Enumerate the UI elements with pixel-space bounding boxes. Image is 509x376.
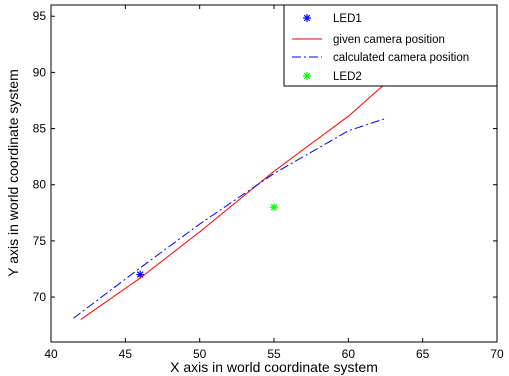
x-tick-label: 50 xyxy=(193,347,207,361)
axis-ticks: 40 45 50 55 60 65 70 70 75 80 85 90 95 xyxy=(33,5,504,361)
legend: LED1 given camera position calculated came… xyxy=(283,4,498,87)
y-axis-label: Y axis in world coordinate system xyxy=(5,69,21,277)
legend-label-led1: LED1 xyxy=(333,13,362,25)
series-line-given-camera-position xyxy=(80,76,394,320)
x-tick-label: 60 xyxy=(342,347,356,361)
x-tick-label: 70 xyxy=(490,347,504,361)
y-tick-label: 90 xyxy=(33,65,47,79)
data-point-led2 xyxy=(270,203,278,212)
legend-label-calculated-camera-position: calculated camera position xyxy=(333,52,469,64)
y-tick-label: 80 xyxy=(33,178,47,192)
x-tick-label: 40 xyxy=(44,347,58,361)
legend-box xyxy=(283,4,498,87)
x-tick-label: 45 xyxy=(119,347,133,361)
series-layer xyxy=(72,76,394,320)
y-tick-label: 75 xyxy=(33,234,47,248)
y-tick-label: 95 xyxy=(33,9,47,23)
series-line-calculated-camera-position xyxy=(72,117,386,319)
y-tick-label: 70 xyxy=(33,290,47,304)
legend-swatch-led1 xyxy=(303,14,311,22)
x-tick-label: 55 xyxy=(267,347,281,361)
y-tick-label: 85 xyxy=(33,122,47,136)
x-tick-label: 65 xyxy=(416,347,430,361)
x-axis-label: X axis in world coordinate system xyxy=(170,359,378,375)
legend-swatch-led2 xyxy=(303,72,311,80)
legend-label-led2: LED2 xyxy=(333,71,362,83)
legend-label-given-camera-position: given camera position xyxy=(333,34,445,46)
